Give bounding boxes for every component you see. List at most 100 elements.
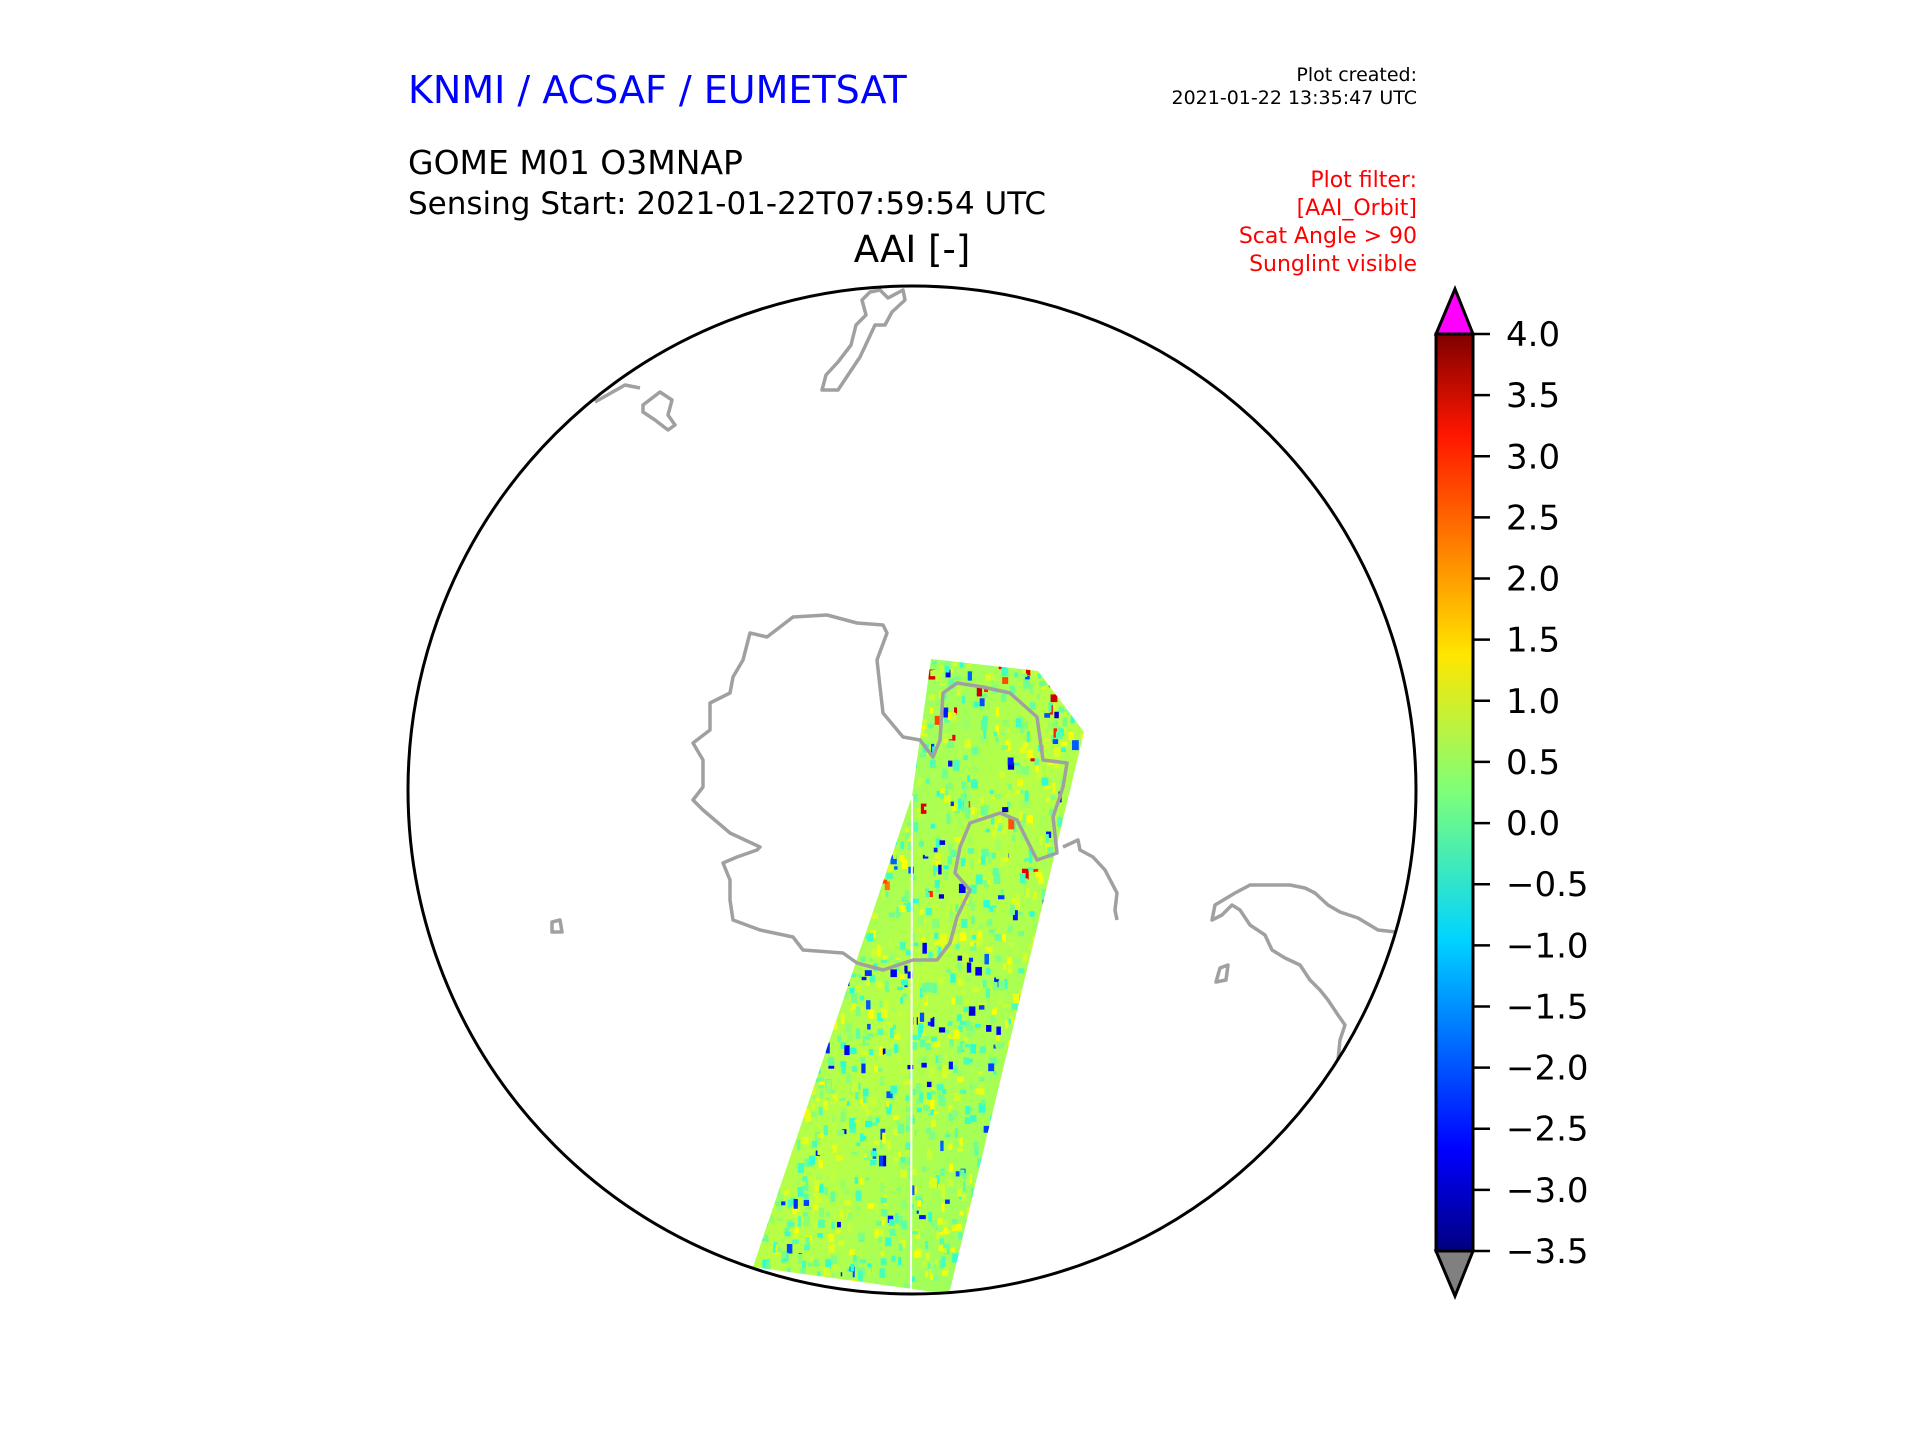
swath-pixel [759, 1009, 767, 1021]
swath-pixel [944, 660, 951, 670]
swath-pixel [1066, 1173, 1072, 1179]
swath-pixel [801, 1086, 807, 1095]
swath-pixel [895, 1086, 902, 1095]
swath-pixel [1027, 1144, 1034, 1153]
swath-pixel [850, 1047, 857, 1055]
swath-pixel [830, 1099, 838, 1104]
swath-pixel [855, 853, 860, 860]
swath-pixel [873, 797, 878, 805]
swath-pixel [856, 1251, 863, 1257]
swath-pixel [857, 931, 864, 936]
swath-pixel [916, 1107, 922, 1113]
swath-pixel [1052, 1186, 1057, 1195]
swath-pixel [755, 685, 763, 695]
swath-pixel [1057, 1125, 1064, 1130]
swath-pixel [945, 1199, 950, 1204]
swath-pixel [769, 778, 777, 783]
swath-pixel [956, 1014, 962, 1022]
swath-pixel [977, 1071, 983, 1075]
swath-pixel [884, 671, 888, 677]
swath-pixel [919, 753, 927, 758]
swath-pixel [867, 1267, 871, 1275]
swath-pixel [777, 979, 782, 988]
swath-pixel [814, 1098, 820, 1102]
swath-pixel [742, 882, 745, 886]
swath-pixel [1044, 713, 1051, 718]
swath-pixel [783, 1069, 791, 1073]
swath-pixel [854, 775, 861, 780]
swath-pixel [1037, 1119, 1041, 1124]
swath-pixel [776, 1218, 783, 1222]
swath-pixel [745, 859, 750, 863]
swath-pixel [907, 1064, 914, 1070]
swath-pixel [860, 662, 867, 670]
swath-pixel [980, 806, 988, 816]
swath-pixel [808, 809, 815, 815]
swath-pixel [855, 1190, 862, 1199]
swath-pixel [1059, 835, 1065, 841]
swath-pixel [971, 746, 979, 755]
swath-pixel [1025, 1007, 1032, 1016]
swath-pixel [753, 721, 759, 733]
swath-pixel [925, 1190, 931, 1201]
swath-pixel [1058, 956, 1065, 963]
swath-pixel [936, 1229, 940, 1240]
swath-pixel [953, 676, 961, 680]
swath-pixel [781, 1008, 786, 1012]
swath-pixel [902, 850, 906, 854]
swath-pixel [776, 723, 783, 732]
swath-pixel [1002, 807, 1009, 813]
swath-pixel [1029, 1086, 1034, 1090]
swath-pixel [892, 760, 899, 768]
swath-pixel [799, 1181, 807, 1186]
swath-pixel [1063, 1212, 1069, 1217]
swath-pixel [938, 976, 945, 986]
swath-pixel [889, 1228, 896, 1236]
swath-pixel [898, 1257, 902, 1266]
swath-pixel [879, 1000, 883, 1008]
swath-pixel [801, 1180, 809, 1192]
swath-pixel [849, 987, 855, 994]
swath-pixel [1015, 1159, 1020, 1167]
swath-pixel [947, 782, 953, 788]
swath-pixel [903, 903, 909, 910]
swath-pixel [1051, 735, 1058, 743]
swath-pixel [917, 987, 922, 994]
swath-pixel [949, 1039, 954, 1048]
swath-pixel [1045, 842, 1050, 852]
swath-pixel [753, 1113, 757, 1121]
swath-pixel [782, 710, 787, 715]
swath-pixel [814, 1204, 819, 1210]
swath-pixel [753, 976, 756, 986]
swath-pixel [941, 1187, 946, 1199]
swath-pixel [773, 972, 778, 982]
swath-pixel [853, 1042, 860, 1050]
swath-pixel [837, 1221, 841, 1228]
swath-pixel [1005, 1183, 1010, 1188]
swath-pixel [1029, 1080, 1036, 1085]
swath-pixel [1026, 953, 1030, 963]
swath-pixel [900, 1069, 904, 1074]
swath-pixel [867, 1203, 874, 1209]
swath-pixel [819, 761, 824, 765]
swath-pixel [930, 670, 937, 677]
swath-pixel [753, 1279, 758, 1289]
swath-pixel [747, 829, 752, 833]
swath-pixel [1051, 876, 1056, 886]
swath-pixel [802, 1176, 808, 1183]
swath-pixel [769, 1092, 774, 1102]
swath-pixel [877, 738, 884, 745]
swath-pixel [927, 890, 933, 898]
swath-pixel [808, 824, 812, 835]
swath-pixel [853, 755, 859, 765]
swath-pixel [947, 1068, 953, 1074]
swath-pixel [846, 732, 853, 741]
swath-pixel [748, 1207, 752, 1217]
swath-pixel [925, 1043, 931, 1053]
antarctica-coastline [691, 613, 1069, 972]
swath-pixel [851, 687, 856, 692]
swath-pixel [1001, 667, 1009, 677]
swath-pixel [990, 816, 995, 825]
swath-pixel [854, 834, 861, 845]
